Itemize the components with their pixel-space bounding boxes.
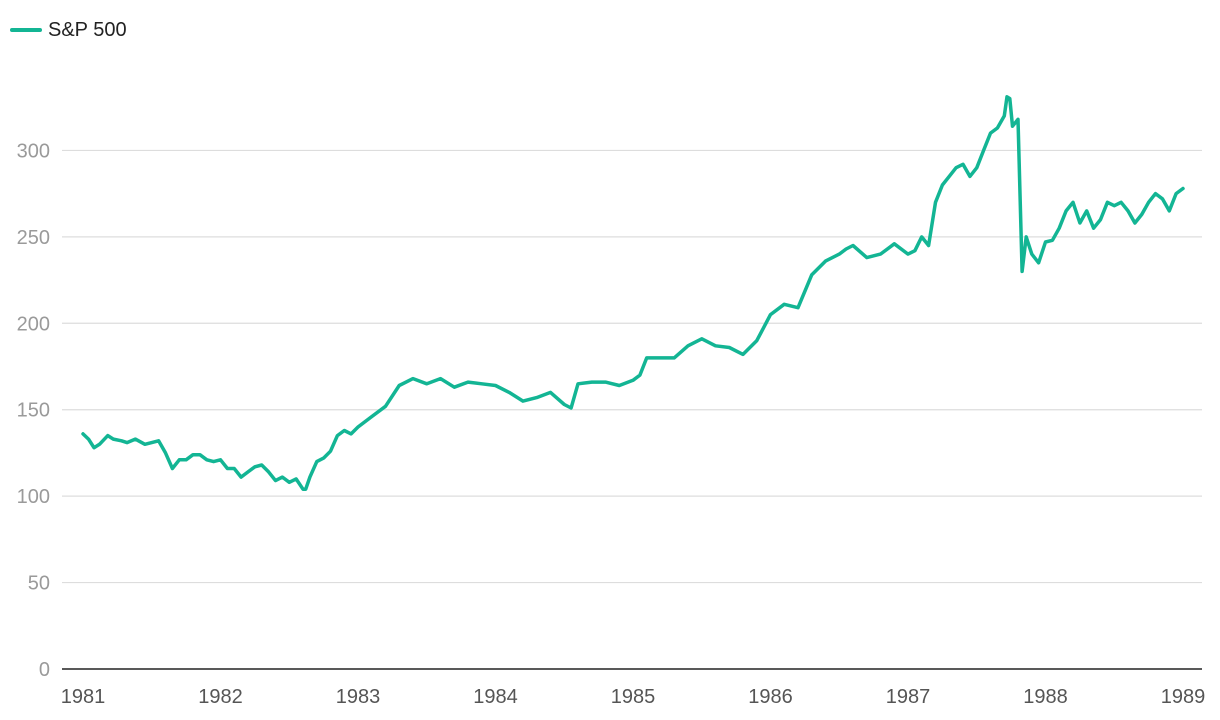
y-tick-label: 100 <box>17 486 50 508</box>
y-tick-label: 0 <box>39 659 50 681</box>
legend-swatch <box>10 28 42 32</box>
x-tick-label: 1989 <box>1161 686 1206 708</box>
x-tick-label: 1982 <box>198 686 243 708</box>
legend-label: S&P 500 <box>48 18 127 41</box>
y-tick-label: 300 <box>17 140 50 162</box>
x-tick-label: 1984 <box>473 686 518 708</box>
y-tick-label: 50 <box>28 573 50 595</box>
x-tick-label: 1986 <box>748 686 793 708</box>
legend: S&P 500 <box>10 18 127 42</box>
y-tick-label: 250 <box>17 227 50 249</box>
y-tick-label: 150 <box>17 400 50 422</box>
y-tick-label: 200 <box>17 313 50 335</box>
y-axis-ticks: 0 50 100 150 200 250 300 <box>17 140 50 681</box>
x-tick-label: 1987 <box>886 686 931 708</box>
x-tick-label: 1983 <box>336 686 381 708</box>
grid-layer <box>62 149 1202 584</box>
x-tick-label: 1988 <box>1023 686 1068 708</box>
series-layer <box>81 95 1185 491</box>
x-axis-ticks: 1981 1982 1983 1984 1985 1986 1987 1988 1989 <box>61 686 1206 708</box>
x-tick-label: 1981 <box>61 686 106 708</box>
series-line <box>81 95 1185 491</box>
x-tick-label: 1985 <box>611 686 656 708</box>
